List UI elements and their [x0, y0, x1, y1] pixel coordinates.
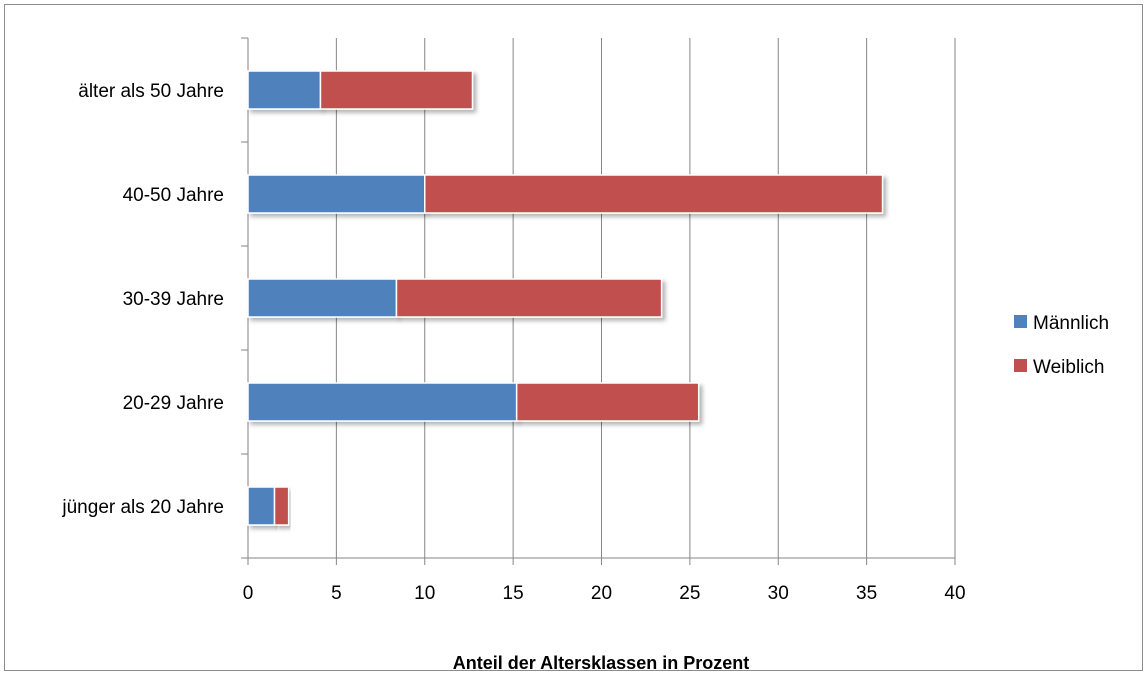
bar-maennlich: [247, 486, 276, 526]
category-label: 20-29 Jahre: [123, 393, 224, 414]
x-tick-labels: 0 5 10 15 20 25 30 35 40: [243, 583, 966, 604]
bar-maennlich: [247, 70, 322, 110]
bar-weiblich: [515, 382, 700, 422]
bar-maennlich: [247, 174, 426, 214]
category-label: älter als 50 Jahre: [78, 81, 224, 102]
x-tick-label-15: 15: [503, 583, 524, 604]
legend-label-weiblich: Weiblich: [1033, 357, 1104, 378]
category-label: 30-39 Jahre: [123, 289, 224, 310]
bar-weiblich: [319, 70, 474, 110]
legend-swatch-weiblich: [1014, 359, 1027, 372]
category-label: jünger als 20 Jahre: [61, 497, 224, 518]
bar-maennlich: [247, 382, 518, 422]
x-tick-label-30: 30: [768, 583, 789, 604]
x-tick-label-40: 40: [944, 583, 965, 604]
bar-weiblich: [273, 486, 290, 526]
x-tick-label-25: 25: [679, 583, 700, 604]
bars: [247, 70, 884, 526]
chart-frame: [4, 4, 1143, 671]
x-tick-label-20: 20: [591, 583, 612, 604]
legend-swatch-maennlich: [1014, 315, 1027, 328]
bar-maennlich: [247, 278, 398, 318]
category-labels: jünger als 20 Jahre 20-29 Jahre 30-39 Jahr…: [61, 81, 224, 518]
x-axis-title: Anteil der Altersklassen in Prozent: [453, 653, 749, 673]
legend-label-maennlich: Männlich: [1033, 313, 1109, 334]
gridlines: [335, 38, 956, 558]
x-tick-label-10: 10: [414, 583, 435, 604]
legend: Männlich Weiblich: [1014, 313, 1109, 378]
category-label: 40-50 Jahre: [123, 185, 224, 206]
x-tick-label-0: 0: [243, 583, 254, 604]
bar-weiblich: [424, 174, 884, 214]
x-tick-label-5: 5: [331, 583, 342, 604]
bar-weiblich: [395, 278, 663, 318]
x-tick-label-35: 35: [856, 583, 877, 604]
